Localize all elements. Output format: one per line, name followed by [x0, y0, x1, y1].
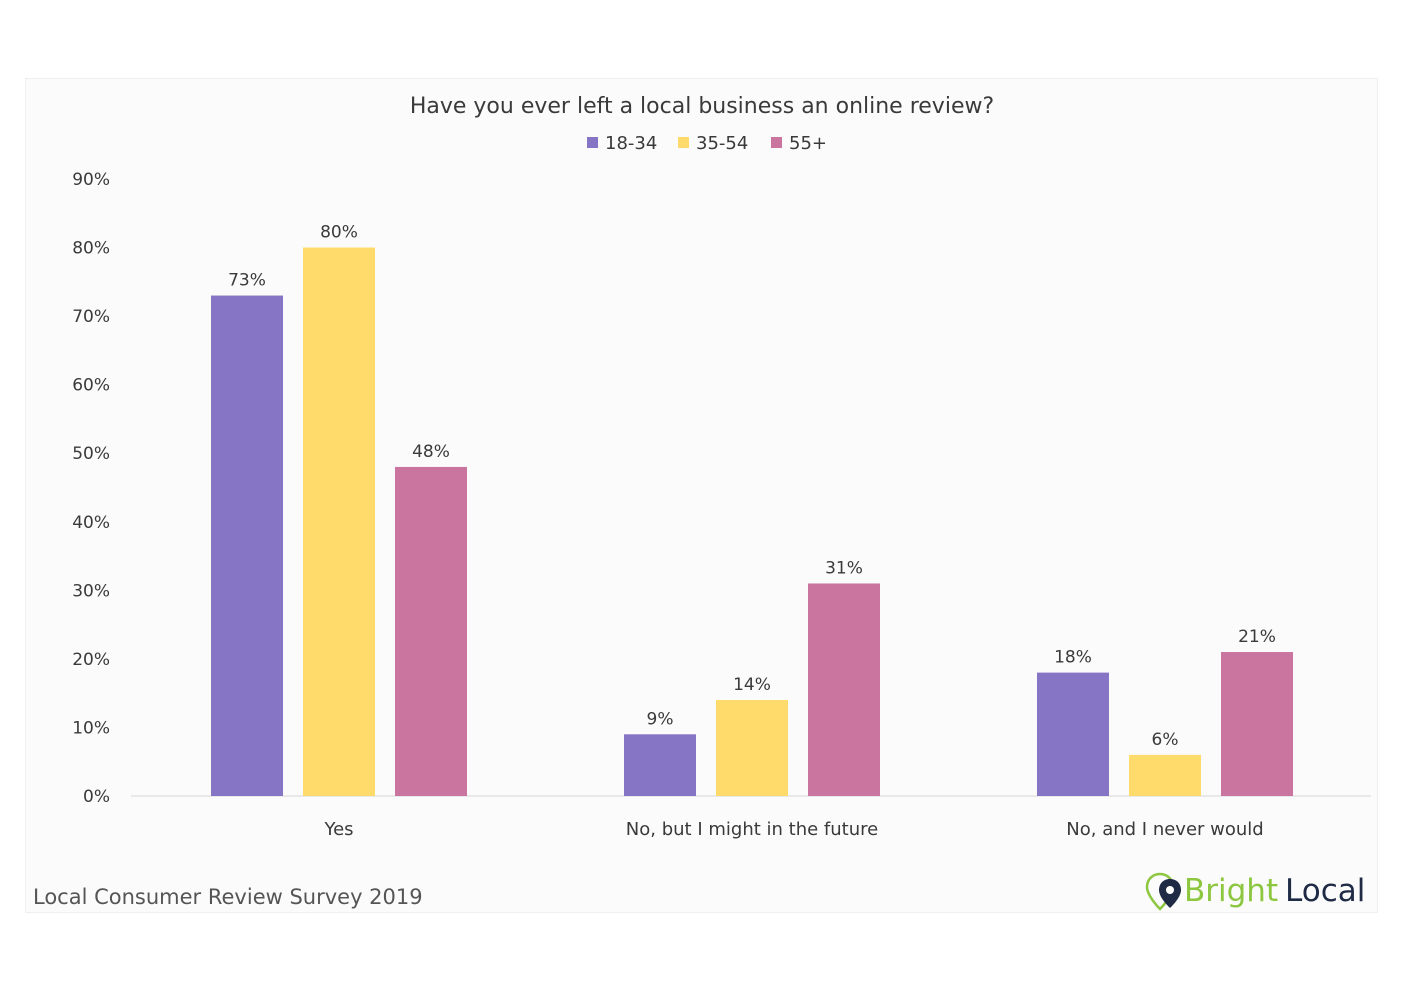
x-axis: Yes No, but I might in the future No, and …: [323, 819, 1263, 840]
logo-text-local: Local: [1285, 873, 1365, 909]
bar-18-34-3: [1037, 672, 1109, 796]
y-tick-label: 80%: [72, 239, 110, 259]
bar-value-label: 80%: [320, 223, 358, 243]
bar-value-label: 9%: [647, 709, 674, 729]
bar-18-34-2: [624, 734, 696, 796]
y-tick-label: 40%: [72, 513, 110, 533]
bar-35-54-3: [1129, 754, 1201, 796]
bar-55+-1: [395, 466, 467, 796]
bar-18-34-1: [211, 295, 283, 796]
y-tick-label: 50%: [72, 444, 110, 464]
brightlocal-logo: Bright Local: [1145, 872, 1365, 911]
y-tick-label: 30%: [72, 581, 110, 601]
x-category-label: No, but I might in the future: [626, 819, 878, 840]
bar-55+-2: [808, 583, 880, 796]
legend-item: 18-34: [587, 133, 657, 154]
bar-value-label: 31%: [825, 558, 863, 578]
legend-item: 55+: [771, 133, 827, 154]
bars-group: 73% 9% 18% 80% 14% 6% 48% 31% 21%: [211, 223, 1293, 797]
chart-frame: Have you ever left a local business an o…: [25, 78, 1378, 913]
bar-value-label: 21%: [1238, 627, 1276, 647]
x-category-label: Yes: [323, 819, 353, 840]
x-category-label: No, and I never would: [1066, 819, 1263, 840]
y-tick-label: 70%: [72, 307, 110, 327]
legend-swatch: [678, 137, 689, 148]
legend-label: 35-54: [696, 133, 748, 154]
y-tick-label: 0%: [83, 787, 110, 807]
y-tick-label: 60%: [72, 376, 110, 396]
y-tick-label: 10%: [72, 718, 110, 738]
bar-value-label: 18%: [1054, 648, 1092, 668]
chart-canvas: Have you ever left a local business an o…: [33, 94, 1371, 911]
bar-value-label: 14%: [733, 675, 771, 695]
map-pin-icon: [1145, 872, 1181, 911]
bar-value-label: 48%: [412, 442, 450, 462]
y-tick-label: 90%: [72, 170, 110, 190]
bar-55+-3: [1221, 652, 1293, 796]
legend-label: 55+: [789, 133, 827, 154]
chart-legend: 18-34 35-54 55+: [587, 133, 827, 154]
bar-35-54-2: [716, 700, 788, 796]
source-footer: Local Consumer Review Survey 2019: [33, 885, 423, 909]
bar-value-label: 6%: [1152, 730, 1179, 750]
legend-item: 35-54: [678, 133, 748, 154]
y-axis: 0% 10% 20% 30% 40% 50% 60% 70% 80% 90%: [72, 170, 110, 807]
legend-label: 18-34: [605, 133, 657, 154]
legend-swatch: [771, 137, 782, 148]
legend-swatch: [587, 137, 598, 148]
bar-value-label: 73%: [228, 271, 266, 291]
logo-text-bright: Bright: [1184, 873, 1278, 909]
y-tick-label: 20%: [72, 650, 110, 670]
bar-35-54-1: [303, 247, 375, 797]
chart-title: Have you ever left a local business an o…: [410, 94, 994, 119]
